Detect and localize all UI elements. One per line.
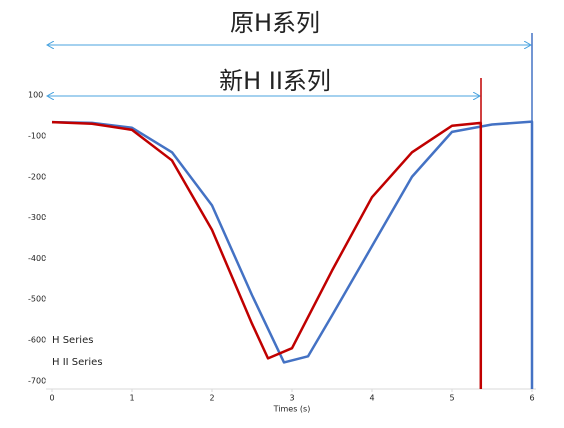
x-tick-label: 5	[449, 394, 454, 403]
x-tick-label: 3	[289, 394, 294, 403]
x-tick-label: 2	[209, 394, 214, 403]
x-tick-label: 4	[369, 394, 374, 403]
y-tick-label: -600	[28, 336, 46, 345]
annotation: 新H II系列	[219, 67, 331, 95]
y-tick-label: -200	[28, 172, 46, 181]
x-axis-label: Times (s)	[273, 405, 311, 414]
y-tick-label: -100	[28, 131, 46, 140]
legend-label: H II Series	[52, 357, 103, 368]
series-line	[51, 120, 483, 389]
y-tick-label: -500	[28, 295, 46, 304]
legend-label: H Series	[52, 335, 93, 346]
y-tick-label: -300	[28, 213, 46, 222]
y-tick-label: -400	[28, 254, 46, 263]
x-tick-label: 1	[129, 394, 134, 403]
series-line	[51, 120, 534, 389]
y-tick-label: 100	[28, 91, 43, 100]
x-tick-label: 0	[49, 394, 54, 403]
y-tick-label: -700	[28, 376, 46, 385]
x-tick-label: 6	[529, 394, 534, 403]
annotation: 原H系列	[230, 9, 320, 37]
